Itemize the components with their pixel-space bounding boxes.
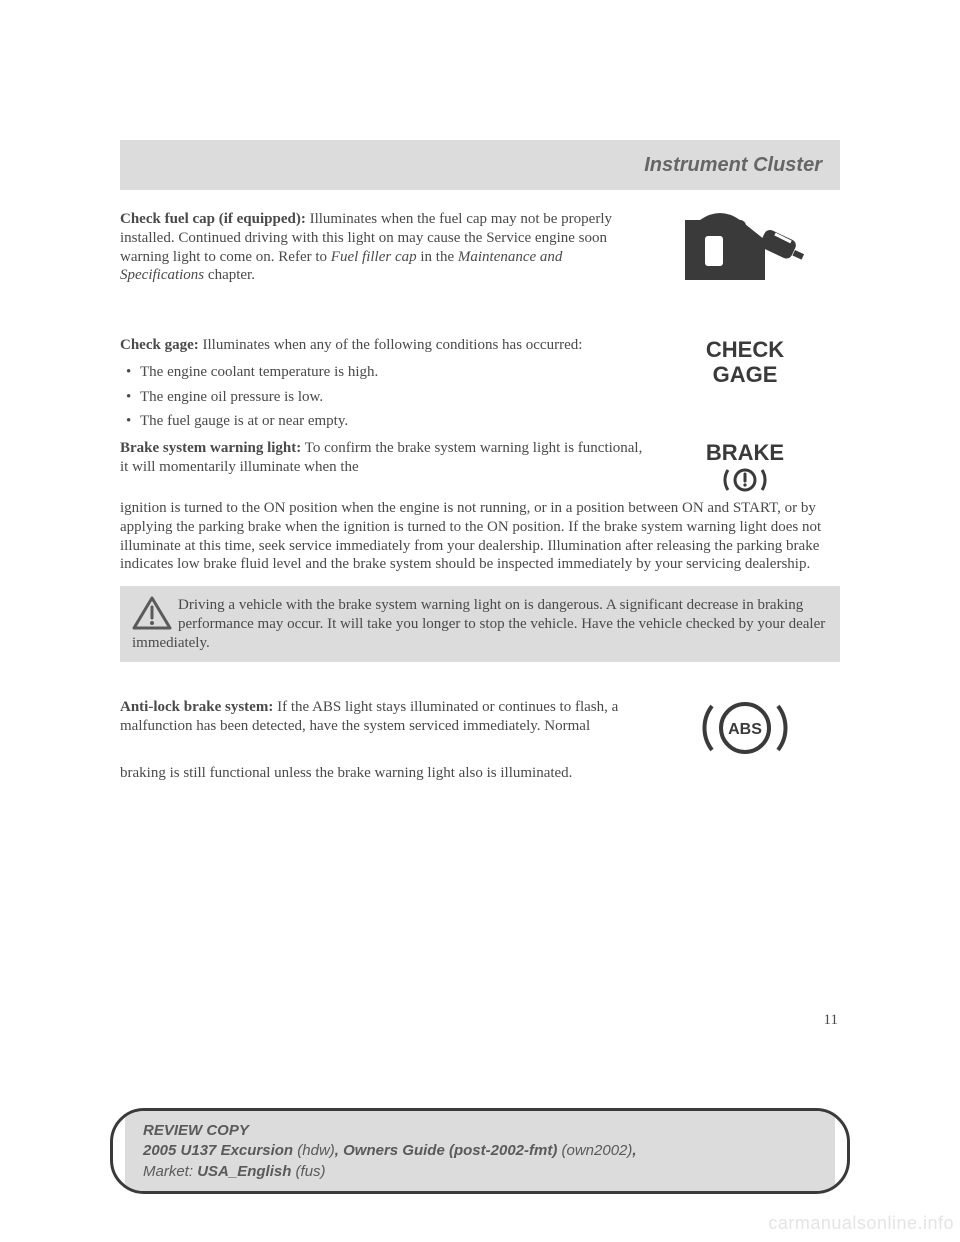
brake-lead: Brake system warning light: bbox=[120, 440, 301, 456]
abs-icon-label: ABS bbox=[728, 721, 762, 738]
fuel-cap-svg bbox=[675, 210, 815, 295]
list-item: • The fuel gauge is at or near empty. bbox=[120, 412, 840, 431]
brake-icon-text: BRAKE bbox=[706, 440, 784, 465]
bullet-text: The engine oil pressure is low. bbox=[140, 388, 840, 407]
footer-box: REVIEW COPY 2005 U137 Excursion (hdw), O… bbox=[110, 1108, 850, 1194]
bullet-icon: • bbox=[126, 363, 140, 382]
check-gage-icon: CHECK GAGE bbox=[650, 336, 840, 388]
page: Instrument Cluster bbox=[0, 0, 960, 1242]
footer-l2-b: (hdw) bbox=[293, 1142, 335, 1159]
body-column: Check fuel cap (if equipped): Illuminate… bbox=[120, 210, 840, 783]
abs-paragraph-rest: braking is still functional unless the b… bbox=[120, 764, 840, 783]
brake-paragraph-rest: ignition is turned to the ON position wh… bbox=[120, 499, 840, 574]
footer-l2-a: 2005 U137 Excursion bbox=[143, 1142, 293, 1159]
fuel-cap-mid: in the bbox=[417, 249, 458, 265]
bullet-text: The fuel gauge is at or near empty. bbox=[140, 412, 840, 431]
footer-l3-a: Market: bbox=[143, 1163, 197, 1180]
bullet-icon: • bbox=[126, 412, 140, 431]
warning-box: Driving a vehicle with the brake system … bbox=[120, 586, 840, 662]
fuel-cap-lead: Check fuel cap (if equipped): bbox=[120, 211, 306, 227]
brake-icon: BRAKE bbox=[650, 439, 840, 499]
page-number: 11 bbox=[824, 1012, 838, 1029]
footer-l2-f: , bbox=[632, 1142, 636, 1159]
footer-l1: REVIEW COPY bbox=[143, 1122, 249, 1139]
watermark: carmanualsonline.info bbox=[768, 1213, 954, 1234]
section-fuel-cap: Check fuel cap (if equipped): Illuminate… bbox=[120, 210, 840, 330]
chapter-title: Instrument Cluster bbox=[644, 154, 822, 177]
warning-text: Driving a vehicle with the brake system … bbox=[132, 597, 825, 651]
fuel-cap-icon bbox=[650, 210, 840, 301]
bullet-text: The engine coolant temperature is high. bbox=[140, 363, 400, 382]
footer-l2-c: , bbox=[335, 1142, 343, 1159]
check-gage-body: Illuminates when any of the following co… bbox=[199, 337, 583, 353]
check-gage-lead: Check gage: bbox=[120, 337, 199, 353]
list-item: • The engine oil pressure is low. bbox=[120, 388, 840, 407]
abs-icon: ABS bbox=[650, 698, 840, 764]
footer-l3-c: (fus) bbox=[291, 1163, 325, 1180]
brake-sub-icon bbox=[710, 467, 780, 493]
footer-inner: REVIEW COPY 2005 U137 Excursion (hdw), O… bbox=[125, 1111, 835, 1191]
check-gage-icon-line1: CHECK bbox=[706, 338, 784, 361]
section-brake: BRAKE Brake system war bbox=[120, 439, 840, 499]
abs-lead: Anti-lock brake system: bbox=[120, 699, 273, 715]
abs-svg: ABS bbox=[690, 698, 800, 758]
fuel-cap-tail: chapter. bbox=[204, 267, 255, 283]
footer-l3-b: USA_English bbox=[197, 1163, 291, 1180]
check-gage-icon-line2: GAGE bbox=[713, 363, 778, 386]
fuel-cap-italic-1: Fuel filler cap bbox=[331, 249, 417, 265]
warning-triangle-icon bbox=[132, 596, 172, 630]
header-bar: Instrument Cluster bbox=[120, 140, 840, 190]
bullet-icon: • bbox=[126, 388, 140, 407]
footer-l2-d: Owners Guide (post-2002-fmt) bbox=[343, 1142, 557, 1159]
list-item: • The engine coolant temperature is high… bbox=[120, 363, 650, 382]
section-check-gage: CHECK GAGE Check gage: Illuminates when … bbox=[120, 336, 840, 439]
section-abs: ABS Anti-lock brake system: If the ABS l… bbox=[120, 698, 840, 764]
footer-l2-e: (own2002) bbox=[557, 1142, 632, 1159]
